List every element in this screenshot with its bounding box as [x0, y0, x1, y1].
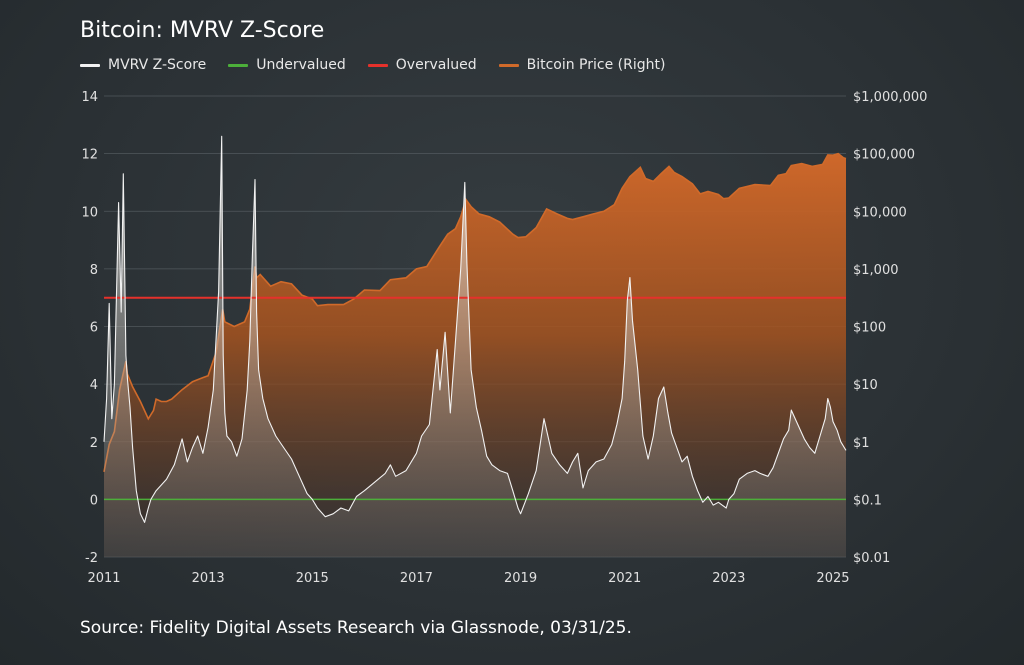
source-note: Source: Fidelity Digital Assets Research…	[80, 618, 632, 638]
x-tick: 2025	[816, 571, 849, 586]
x-tick: 2013	[192, 571, 225, 586]
legend-item-undervalued: Undervalued	[228, 57, 346, 73]
legend-swatch	[80, 63, 100, 67]
y-right-tick: $1,000	[853, 263, 899, 278]
x-tick: 2021	[608, 571, 641, 586]
y-left-tick: 14	[81, 90, 98, 105]
x-tick: 2011	[87, 571, 120, 586]
zscore-area	[104, 136, 846, 558]
legend-swatch	[498, 63, 519, 67]
y-left-tick: 8	[90, 263, 98, 278]
y-left-tick: 2	[90, 436, 98, 451]
y-left-tick: 6	[90, 321, 98, 336]
chart-plot: -2 0 2 4 6 8 10 12 14 $0.01 $0.1 $1 $10 $100 $1,000 $10…	[81, 90, 927, 586]
legend-item-overvalued: Overvalued	[367, 57, 477, 73]
chart-title: Bitcoin: MVRV Z-Score	[80, 18, 325, 43]
y-right-tick: $1	[853, 436, 870, 451]
y-right-tick: $100,000	[853, 148, 915, 163]
legend-label: Bitcoin Price (Right)	[526, 57, 666, 73]
y-right-tick: $0.01	[853, 551, 890, 566]
y-left-tick: 4	[90, 378, 98, 393]
y-right-tick: $10,000	[853, 205, 907, 220]
legend-label: Undervalued	[256, 57, 346, 73]
y-left-tick: 12	[81, 148, 98, 163]
x-tick: 2017	[400, 571, 433, 586]
legend-item-price: Bitcoin Price (Right)	[498, 57, 666, 73]
x-tick: 2019	[504, 571, 537, 586]
y-left-tick: -2	[85, 551, 98, 566]
x-tick: 2023	[712, 571, 745, 586]
legend-swatch	[228, 63, 249, 67]
legend-swatch	[367, 63, 388, 67]
legend: MVRV Z-Score Undervalued Overvalued Bitcoin…	[80, 57, 665, 73]
y-left-tick: 0	[90, 493, 98, 508]
legend-item-zscore: MVRV Z-Score	[80, 57, 206, 73]
legend-label: Overvalued	[395, 57, 477, 73]
y-right-tick: $10	[853, 378, 878, 393]
y-right-tick: $0.1	[853, 493, 882, 508]
y-right-tick: $1,000,000	[853, 90, 927, 105]
y-right-tick: $100	[853, 321, 886, 336]
zscore-line	[103, 135, 847, 523]
legend-label: MVRV Z-Score	[108, 57, 207, 73]
y-left-tick: 10	[81, 205, 98, 220]
x-tick: 2015	[296, 571, 329, 586]
